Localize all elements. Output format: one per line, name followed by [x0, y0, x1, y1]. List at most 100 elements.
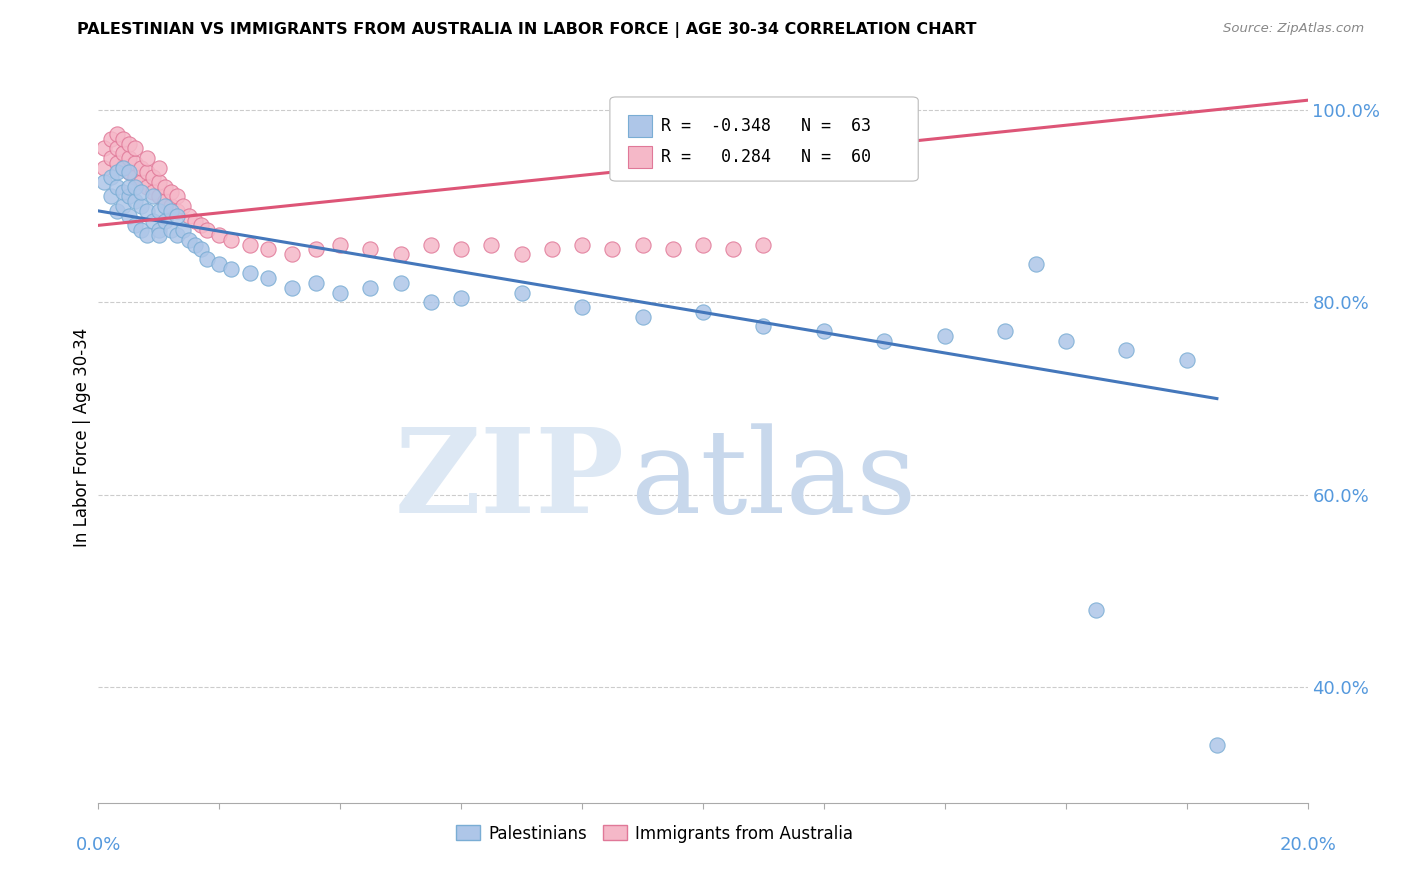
Point: [166, 203, 188, 218]
Point: [124, 155, 146, 169]
Point: [148, 227, 170, 242]
Point: [602, 243, 624, 257]
Point: [752, 319, 775, 334]
Point: [994, 324, 1017, 338]
Point: [129, 175, 152, 189]
Point: [813, 324, 835, 338]
Point: [153, 194, 176, 209]
Point: [129, 223, 152, 237]
Point: [305, 276, 328, 290]
Point: [172, 223, 194, 237]
Text: 0.0%: 0.0%: [76, 836, 121, 854]
Point: [118, 136, 141, 151]
Text: ZIP: ZIP: [395, 424, 624, 539]
Point: [934, 329, 956, 343]
Point: [692, 305, 714, 319]
Point: [239, 237, 262, 252]
Point: [510, 285, 533, 300]
Point: [148, 223, 170, 237]
Point: [118, 165, 141, 179]
Point: [118, 179, 141, 194]
FancyBboxPatch shape: [610, 97, 918, 181]
Point: [153, 199, 176, 213]
Point: [239, 267, 262, 281]
Point: [631, 310, 654, 324]
Point: [153, 213, 176, 227]
Point: [105, 141, 128, 155]
Point: [160, 185, 183, 199]
Point: [124, 170, 146, 185]
Point: [118, 151, 141, 165]
Point: [160, 203, 183, 218]
Point: [105, 165, 128, 179]
Point: [420, 237, 443, 252]
Point: [124, 179, 146, 194]
Point: [360, 281, 382, 295]
Point: [148, 175, 170, 189]
Point: [148, 203, 170, 218]
Point: [111, 132, 134, 146]
Point: [723, 243, 745, 257]
Point: [142, 185, 165, 199]
Point: [631, 237, 654, 252]
Point: [692, 237, 714, 252]
Point: [93, 175, 115, 189]
Point: [873, 334, 896, 348]
Point: [166, 189, 188, 203]
Point: [420, 295, 443, 310]
Point: [305, 243, 328, 257]
Point: [148, 189, 170, 203]
Point: [105, 203, 128, 218]
Point: [124, 141, 146, 155]
Point: [111, 161, 134, 175]
Point: [105, 155, 128, 169]
Point: [1206, 738, 1229, 752]
Text: PALESTINIAN VS IMMIGRANTS FROM AUSTRALIA IN LABOR FORCE | AGE 30-34 CORRELATION : PALESTINIAN VS IMMIGRANTS FROM AUSTRALIA…: [77, 22, 977, 38]
Point: [100, 132, 122, 146]
Point: [179, 233, 201, 247]
Point: [389, 247, 412, 261]
Point: [118, 189, 141, 203]
Point: [256, 243, 278, 257]
Point: [135, 227, 157, 242]
Point: [135, 179, 157, 194]
Point: [1024, 257, 1046, 271]
Point: [360, 243, 382, 257]
Point: [450, 243, 472, 257]
Point: [208, 257, 231, 271]
Point: [148, 161, 170, 175]
Point: [450, 291, 472, 305]
Text: 20.0%: 20.0%: [1279, 836, 1336, 854]
Point: [179, 209, 201, 223]
Point: [184, 237, 207, 252]
Point: [160, 199, 183, 213]
Point: [153, 179, 176, 194]
Point: [256, 271, 278, 285]
Text: R =  -0.348   N =  63: R = -0.348 N = 63: [661, 117, 870, 136]
Point: [195, 223, 218, 237]
Point: [160, 223, 183, 237]
Point: [93, 141, 115, 155]
Point: [172, 199, 194, 213]
Point: [184, 213, 207, 227]
Point: [129, 185, 152, 199]
Point: [208, 227, 231, 242]
Point: [142, 213, 165, 227]
Point: [510, 247, 533, 261]
Point: [281, 281, 304, 295]
Point: [100, 189, 122, 203]
Point: [124, 219, 146, 233]
Point: [118, 165, 141, 179]
Text: R =   0.284   N =  60: R = 0.284 N = 60: [661, 148, 870, 166]
Point: [281, 247, 304, 261]
Point: [329, 285, 352, 300]
Point: [389, 276, 412, 290]
Point: [661, 243, 683, 257]
Point: [111, 161, 134, 175]
Point: [166, 227, 188, 242]
Point: [221, 233, 243, 247]
FancyBboxPatch shape: [628, 115, 652, 137]
Point: [1054, 334, 1077, 348]
Point: [135, 165, 157, 179]
Point: [129, 161, 152, 175]
